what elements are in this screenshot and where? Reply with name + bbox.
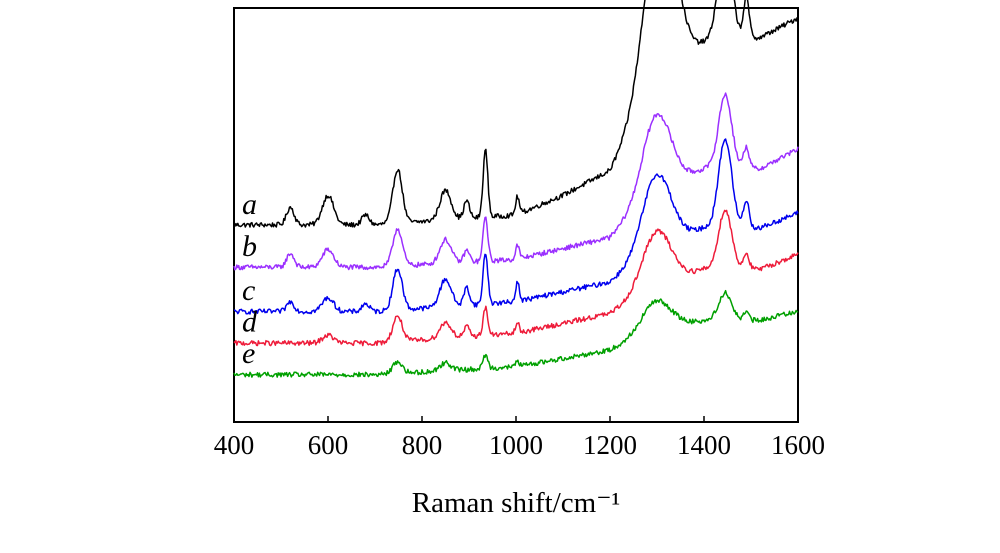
series-label-c: c <box>242 274 255 307</box>
series-line-e <box>233 289 799 378</box>
x-tick-label: 1600 <box>771 430 825 460</box>
x-tick-label: 800 <box>402 430 443 460</box>
series-label-e: e <box>242 337 255 370</box>
x-tick-label: 400 <box>214 430 255 460</box>
series-lines <box>233 0 799 378</box>
x-tick-label: 1200 <box>583 430 637 460</box>
series-line-c <box>233 138 799 315</box>
x-axis-title: Raman shift/cm⁻¹ <box>412 487 620 519</box>
plot-frame <box>233 7 799 423</box>
series-line-a <box>233 0 799 228</box>
series-label-d: d <box>242 306 258 339</box>
x-tick-label: 1400 <box>677 430 731 460</box>
series-line-d <box>233 209 799 347</box>
x-axis-ticks: 400 600 800 1000 1200 1400 1600 <box>214 416 825 460</box>
x-tick-label: 600 <box>308 430 349 460</box>
series-label-b: b <box>242 230 257 263</box>
series-line-b <box>233 92 799 271</box>
series-label-a: a <box>242 188 257 221</box>
x-tick-label: 1000 <box>489 430 543 460</box>
